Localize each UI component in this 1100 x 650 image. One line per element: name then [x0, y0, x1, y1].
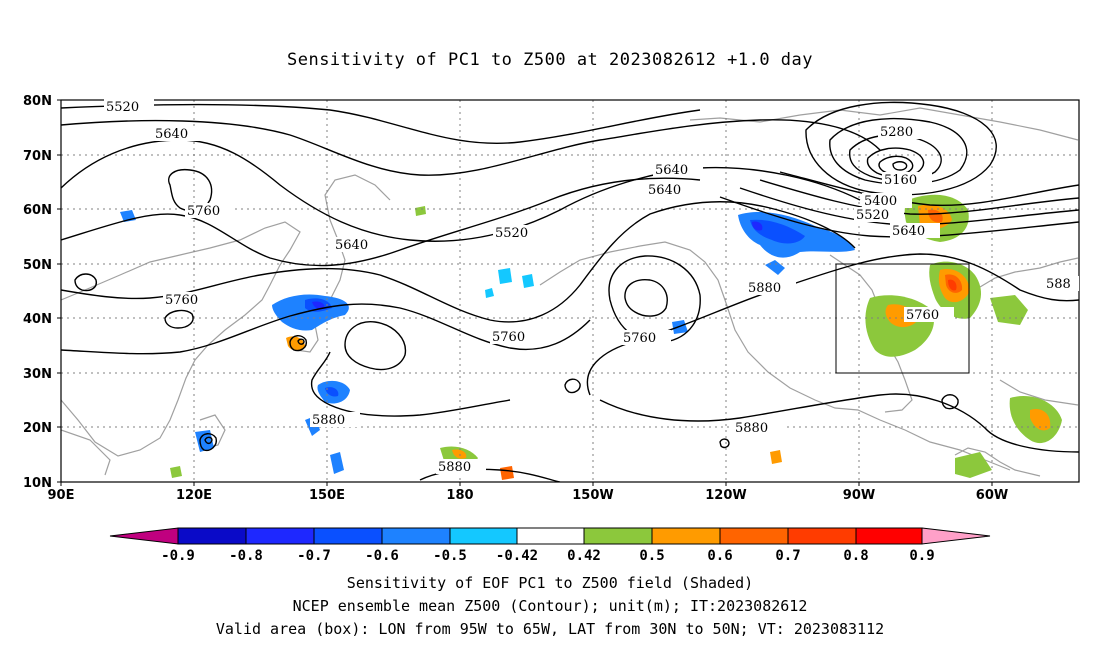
colorbar-swatch: [921, 527, 991, 545]
contour-label: 5640: [892, 224, 925, 239]
lat-label: 50N: [23, 258, 52, 273]
contour-label: 5880: [312, 413, 345, 428]
contour-label: 5400: [864, 194, 897, 209]
lon-label: 90E: [48, 488, 75, 503]
colorbar-label: 0.9: [909, 548, 934, 564]
caption-contour: NCEP ensemble mean Z500 (Contour); unit(…: [292, 597, 808, 615]
lat-label: 60N: [23, 203, 52, 218]
lon-label: 60W: [976, 488, 1008, 503]
contour-label: 5640: [155, 127, 188, 142]
contour-label: 5640: [335, 238, 368, 253]
lat-label: 70N: [23, 149, 52, 164]
colorbar-label: -0.42: [496, 548, 538, 564]
map-area: [61, 100, 1079, 482]
chart-title: Sensitivity of PC1 to Z500 at 2023082612…: [286, 50, 813, 70]
axis-ticks: [57, 99, 993, 486]
colorbar-label: -0.6: [365, 548, 399, 564]
contour-label: 5520: [495, 226, 528, 241]
colorbar-label: -0.8: [229, 548, 263, 564]
colorbar-label: 0.6: [707, 548, 732, 564]
lon-label: 180: [446, 488, 473, 503]
contour-label: 5880: [735, 421, 768, 436]
lat-label: 20N: [23, 421, 52, 436]
lat-label: 40N: [23, 312, 52, 327]
contour-label: 5760: [906, 308, 939, 323]
colorbar-swatch: [855, 527, 923, 545]
colorbar-swatch: [516, 527, 585, 545]
colorbar-label: 0.7: [775, 548, 800, 564]
valid-area-box: [835, 263, 970, 374]
lat-label: 30N: [23, 367, 52, 382]
lon-label: 120W: [705, 488, 746, 503]
contour-label: 5880: [438, 460, 471, 475]
colorbar-label: 0.8: [843, 548, 868, 564]
contour-label: 5640: [655, 163, 688, 178]
colorbar-swatch: [449, 527, 518, 545]
contour-labels: 5520 5640 5760 5640 5760 5640 5520 5760 …: [104, 99, 1079, 475]
lon-label: 150E: [309, 488, 345, 503]
contour-label: 5760: [187, 204, 220, 219]
latitude-labels: 80N 70N 60N 50N 40N 30N 20N 10N: [23, 94, 52, 491]
lat-label: 10N: [23, 476, 52, 491]
colorbar-swatch: [719, 527, 789, 545]
contour-label: 5640: [648, 183, 681, 198]
contour-label: 588: [1046, 277, 1071, 292]
lat-label: 80N: [23, 94, 52, 109]
colorbar-swatch: [583, 527, 653, 545]
colorbar-swatch: [787, 527, 857, 545]
contour-label: 5760: [492, 330, 525, 345]
lon-label: 120E: [176, 488, 212, 503]
colorbar-swatch: [313, 527, 383, 545]
contour-label: 5280: [880, 125, 913, 140]
colorbar-swatch: [245, 527, 315, 545]
lon-label: 90W: [843, 488, 875, 503]
colorbar-label: -0.5: [433, 548, 467, 564]
colorbar-label: 0.42: [567, 548, 601, 564]
contour-label: 5760: [165, 293, 198, 308]
colorbar-swatch: [651, 527, 721, 545]
colorbar-label: -0.7: [297, 548, 331, 564]
z500-contours: [61, 101, 1079, 482]
lon-label: 150W: [572, 488, 613, 503]
colorbar-swatch: [381, 527, 451, 545]
colorbar-swatch: [109, 527, 179, 545]
contour-label: 5160: [884, 173, 917, 188]
contour-label: 5520: [856, 208, 889, 223]
colorbar-swatch: [177, 527, 247, 545]
contour-label: 5880: [748, 281, 781, 296]
longitude-labels: 90E 120E 150E 180 150W 120W 90W 60W: [48, 488, 1009, 503]
caption-shading: Sensitivity of EOF PC1 to Z500 field (Sh…: [346, 574, 754, 592]
contour-label: 5520: [106, 100, 139, 115]
colorbar-label: -0.9: [161, 548, 195, 564]
caption-valid-area: Valid area (box): LON from 95W to 65W, L…: [215, 620, 885, 638]
colorbar-label: 0.5: [639, 548, 664, 564]
contour-label: 5760: [623, 331, 656, 346]
colorbar: -0.9 -0.8 -0.7 -0.6 -0.5 -0.42 0.42 0.5 …: [109, 527, 991, 564]
